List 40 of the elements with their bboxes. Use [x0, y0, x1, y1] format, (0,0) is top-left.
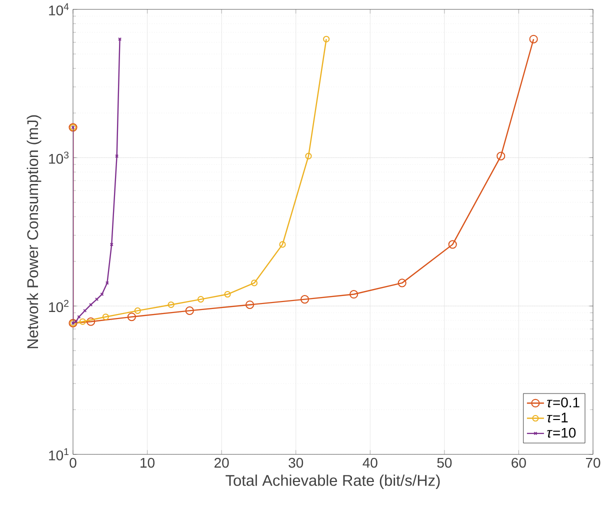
y-axis-title: Network Power Consumption (mJ) — [26, 115, 42, 348]
x-tick-label: 20 — [214, 458, 229, 468]
point — [79, 318, 86, 325]
point — [398, 278, 406, 288]
x-tick-label: 10 — [140, 458, 155, 468]
point — [74, 320, 78, 324]
legend-label: τ=0.1 — [547, 397, 580, 408]
point — [185, 306, 194, 315]
x-tick-label: 0 — [70, 458, 76, 468]
point — [250, 280, 258, 286]
x-tick-label: 30 — [288, 458, 304, 468]
point — [350, 290, 358, 298]
point — [279, 240, 286, 248]
point — [127, 312, 136, 321]
x-axis-title: Total Achievable Rate (bit/s/Hz) — [226, 474, 440, 489]
point — [95, 297, 99, 301]
y-tick-label: 10$^{1}$ — [49, 448, 69, 460]
point — [529, 34, 538, 44]
x-tick-label: 70 — [586, 458, 600, 468]
point — [86, 317, 96, 326]
point — [134, 307, 141, 314]
x-tick-label: 50 — [437, 458, 452, 468]
point — [102, 313, 109, 320]
x-tick-label: 60 — [512, 458, 526, 468]
point — [246, 300, 254, 309]
point — [224, 290, 231, 298]
y-tick-label: 10$^{4}$ — [49, 3, 69, 16]
point — [300, 294, 310, 304]
legend-label: τ=1 — [547, 412, 568, 422]
point — [448, 240, 457, 249]
point — [496, 152, 506, 160]
point — [197, 296, 204, 302]
point — [168, 301, 174, 308]
legend-label: τ=10 — [547, 428, 576, 438]
point — [305, 152, 312, 160]
point — [77, 314, 81, 318]
y-tick-label: 10$^{2}$ — [49, 300, 68, 312]
y-tick-label: 10$^{3}$ — [49, 151, 69, 164]
x-tick-label: 40 — [362, 458, 378, 468]
point — [110, 242, 114, 246]
